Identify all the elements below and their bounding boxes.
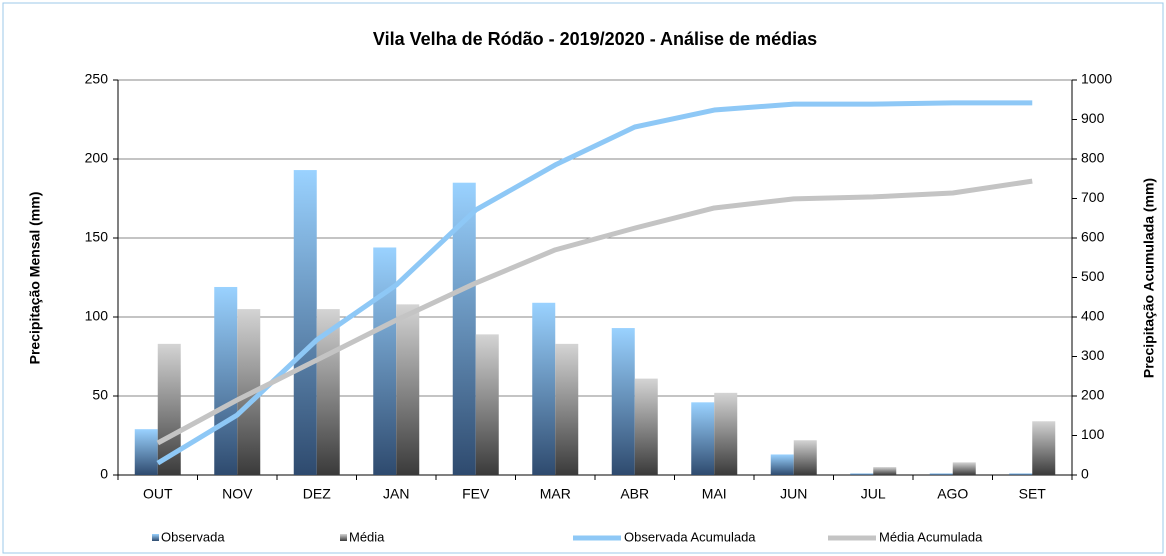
chart-title: Vila Velha de Ródão - 2019/2020 - Anális… [373, 29, 817, 49]
x-tick-label: JUN [780, 486, 807, 502]
y-tick-label: 250 [85, 71, 109, 87]
bar [634, 378, 658, 475]
y-tick-label: 50 [92, 387, 108, 403]
y-tick-label: 100 [85, 308, 109, 324]
bar [373, 247, 397, 475]
x-tick-label: OUT [143, 486, 173, 502]
bar [850, 473, 874, 475]
y2-tick-label: 600 [1081, 229, 1105, 245]
legend-swatch [152, 534, 159, 541]
bar [1032, 421, 1056, 475]
y2-tick-label: 400 [1081, 308, 1105, 324]
bar [532, 302, 556, 475]
y-tick-label: 0 [100, 466, 108, 482]
x-tick-label: MAI [702, 486, 727, 502]
y-axis-title: Precipitação Mensal (mm) [27, 192, 43, 365]
x-tick-label: DEZ [303, 486, 331, 502]
bar [134, 429, 158, 475]
bar [611, 328, 635, 475]
legend-swatch [340, 534, 347, 541]
x-tick-label: NOV [222, 486, 253, 502]
y2-tick-label: 300 [1081, 347, 1105, 363]
y2-tick-label: 200 [1081, 387, 1105, 403]
y2-tick-label: 700 [1081, 189, 1105, 205]
bar [952, 462, 976, 475]
bar [873, 467, 897, 475]
y2-tick-label: 800 [1081, 150, 1105, 166]
line-series [156, 100, 1033, 466]
x-tick-label: ABR [620, 486, 649, 502]
x-tick-label: JUL [861, 486, 886, 502]
bar [396, 304, 420, 475]
y-tick-label: 200 [85, 150, 109, 166]
y2-tick-label: 1000 [1081, 71, 1112, 87]
y2-tick-label: 0 [1081, 466, 1089, 482]
y-tick-label: 150 [85, 229, 109, 245]
legend-label: Observada Acumulada [624, 529, 756, 544]
y2-tick-label: 500 [1081, 268, 1105, 284]
legend-label: Média [349, 529, 385, 544]
x-tick-label: MAR [540, 486, 571, 502]
bar [1009, 473, 1033, 475]
bar [714, 392, 738, 475]
x-tick-label: SET [1019, 486, 1047, 502]
legend-label: Média Acumulada [879, 529, 983, 544]
x-tick-label: FEV [462, 486, 490, 502]
y2-axis-title: Precipitação Acumulada (mm) [1141, 178, 1157, 378]
bar [555, 343, 579, 475]
y2-tick-label: 900 [1081, 110, 1105, 126]
bar [691, 402, 715, 475]
bar [770, 454, 794, 475]
x-tick-label: AGO [937, 486, 968, 502]
legend-label: Observada [161, 529, 225, 544]
bar [929, 473, 953, 475]
bar [293, 170, 317, 475]
bar [475, 334, 499, 475]
y2-tick-label: 100 [1081, 426, 1105, 442]
x-tick-label: JAN [383, 486, 409, 502]
bar [452, 182, 476, 475]
bar [214, 286, 238, 475]
line-series [156, 178, 1033, 446]
bar [793, 440, 817, 475]
